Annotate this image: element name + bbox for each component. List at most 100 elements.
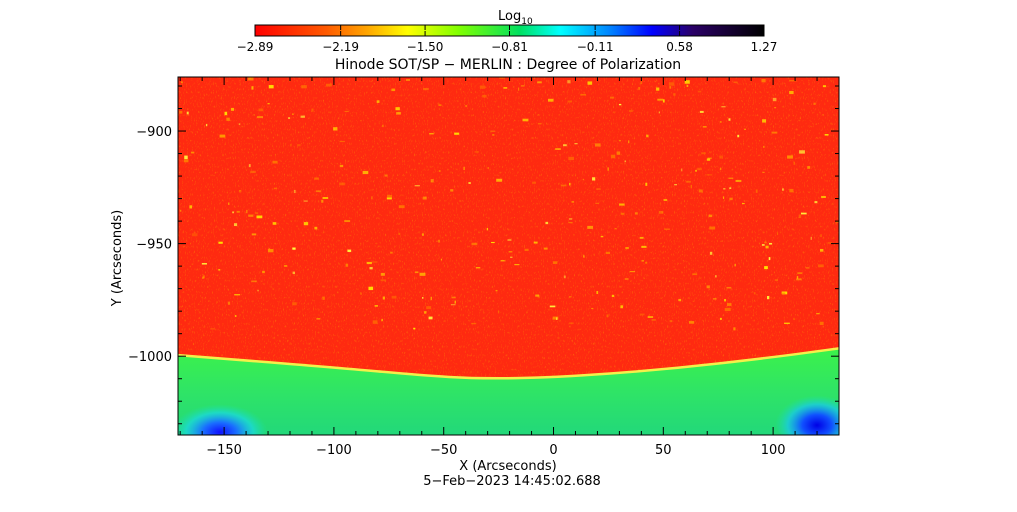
speckle [256, 116, 263, 119]
chart-title: Hinode SOT/SP − MERLIN : Degree of Polar… [335, 57, 681, 73]
speckle [322, 296, 325, 300]
speckle [821, 196, 826, 198]
speckle [272, 222, 277, 225]
speckle [777, 232, 779, 236]
speckle [583, 255, 585, 258]
speckle [292, 271, 295, 274]
speckle [495, 290, 498, 292]
speckle [701, 152, 706, 155]
speckle [729, 187, 732, 189]
speckle [230, 107, 234, 111]
colorbar-tick-label: −0.11 [577, 40, 614, 54]
speckle [706, 285, 710, 289]
speckle [210, 328, 215, 330]
speckle [556, 317, 558, 320]
speckle [618, 103, 622, 106]
speckle [273, 187, 278, 189]
limb-edge-line [178, 347, 839, 380]
speckle [720, 167, 722, 170]
speckle [799, 117, 801, 120]
speckle [624, 160, 627, 163]
speckle [303, 200, 308, 202]
colorbar-label: Log10 [498, 9, 533, 27]
speckle [468, 182, 471, 184]
speckle [552, 316, 559, 320]
colorbar-tick-label: −2.89 [237, 40, 274, 54]
speckle [492, 134, 495, 136]
disk-noise-texture [178, 77, 839, 377]
speckle [532, 181, 536, 184]
speckle [297, 144, 301, 147]
speckle [520, 85, 525, 87]
speckle [709, 251, 713, 255]
speckle [428, 316, 433, 320]
speckle [184, 155, 188, 160]
speckle [537, 295, 540, 299]
speckle [762, 119, 767, 123]
speckle [224, 111, 228, 116]
speckle [721, 106, 726, 108]
speckle [247, 77, 254, 81]
speckle [430, 296, 432, 301]
speckle [454, 132, 460, 135]
speckle [422, 196, 427, 200]
speckle [267, 103, 270, 105]
speckle [789, 90, 794, 95]
speckle [820, 234, 822, 238]
speckle [251, 280, 257, 283]
speckle [360, 292, 362, 295]
speckle [744, 128, 746, 130]
colorbar-tick-label: −2.19 [322, 40, 359, 54]
speckle [366, 261, 372, 265]
speckle [819, 321, 824, 326]
speckle [386, 195, 393, 198]
speckle [479, 85, 486, 89]
speckle [706, 158, 711, 161]
speckle [624, 278, 629, 280]
speckle [438, 104, 442, 106]
speckle [201, 276, 204, 279]
speckle [382, 296, 385, 300]
speckle [463, 166, 465, 171]
speckle [724, 308, 731, 312]
blue-patch-right [775, 389, 839, 435]
speckle [422, 233, 424, 236]
speckle [567, 100, 572, 103]
speckle [614, 228, 617, 230]
speckle [771, 131, 778, 134]
speckle [381, 318, 384, 322]
speckle [190, 151, 195, 154]
speckle [735, 179, 742, 182]
speckle [545, 221, 549, 225]
speckle [835, 221, 839, 223]
speckle [314, 177, 319, 180]
speckle [522, 118, 529, 122]
speckle [414, 271, 419, 274]
speckle [699, 110, 704, 113]
speckle [634, 212, 638, 215]
speckle [268, 85, 274, 89]
speckle [250, 170, 256, 174]
speckle [518, 87, 520, 91]
speckle [395, 107, 400, 111]
blue-patch-left [178, 395, 268, 435]
speckle [216, 301, 218, 304]
speckle [398, 205, 405, 209]
speckle [569, 182, 571, 186]
speckle [316, 318, 321, 320]
speckle [303, 222, 309, 226]
speckle [646, 134, 649, 138]
speckle [339, 164, 344, 168]
speckle [179, 110, 183, 114]
speckle [723, 188, 726, 190]
speckle [580, 93, 586, 96]
speckle [762, 171, 765, 174]
speckle [796, 276, 799, 279]
speckle [645, 261, 648, 264]
speckle [658, 111, 660, 114]
speckle [201, 263, 207, 265]
speckle [555, 148, 561, 150]
speckle [793, 161, 795, 165]
speckle [424, 311, 427, 314]
speckle [236, 210, 240, 213]
